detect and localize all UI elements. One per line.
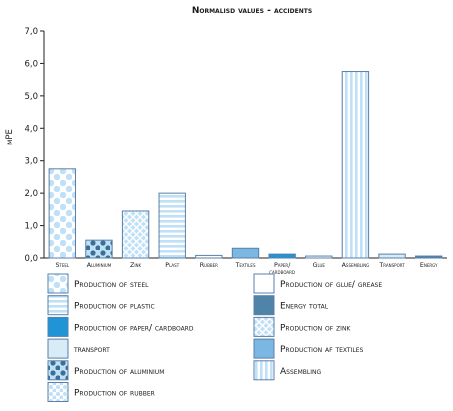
x-tick-label-line: cardboard — [269, 269, 295, 276]
bar-transport — [378, 253, 406, 259]
y-axis-label: mPE — [5, 129, 15, 145]
y-tick-label: 3,0 — [24, 157, 38, 167]
legend-swatch — [253, 316, 275, 337]
legend-swatch — [253, 295, 275, 316]
x-tick-label: Assembling — [342, 262, 370, 269]
x-tick-label: Energy — [420, 262, 438, 269]
y-tick-label: 2,0 — [24, 189, 38, 199]
legend-label: Production of zink — [280, 323, 351, 333]
bar-aluminium — [85, 239, 113, 259]
legend-label: Production of rubber — [74, 389, 155, 399]
legend-swatch — [47, 338, 69, 359]
y-tick-label: 0,0 — [24, 254, 38, 264]
legend-label: Production of glue/ grease — [280, 280, 382, 290]
bar-plast — [158, 192, 186, 259]
chart-title: Normalisd values - accidents — [192, 6, 312, 16]
y-tick-label: 6,0 — [24, 59, 38, 69]
bar-paper-cardboard — [268, 253, 296, 259]
x-tick-label: Textiles — [235, 262, 256, 269]
x-tick-label: Rubber — [200, 262, 218, 269]
x-tick-label: Transport — [378, 262, 405, 269]
legend-label: Production of aluminium — [74, 367, 164, 377]
x-tick-label: Plast — [165, 262, 179, 269]
legend-swatch — [253, 338, 275, 359]
bar-steel — [48, 168, 77, 259]
legend-label: Production of steel — [74, 280, 149, 290]
x-tick-label: Zink — [130, 262, 141, 269]
y-tick-label: 7,0 — [24, 27, 38, 37]
legend: Production of steel Production of glue/ g… — [47, 273, 382, 402]
bar-textiles — [231, 247, 260, 259]
legend-swatch — [47, 360, 69, 381]
legend-label: transport — [73, 345, 110, 355]
legend-label: Production of paper/ cardboard — [74, 323, 194, 333]
legend-label: Assembling — [280, 367, 321, 377]
legend-swatch — [47, 295, 69, 316]
legend-swatch — [47, 316, 69, 337]
y-tick-label: 4,0 — [24, 124, 38, 134]
plot-area: 0,0 1,0 2,0 3,0 4,0 5,0 6,0 7,0 Steel Aluminium Zi… — [24, 27, 447, 276]
legend-swatch — [47, 273, 69, 294]
legend-swatch — [253, 360, 275, 381]
bar-rubber — [195, 254, 223, 259]
legend-swatch — [253, 273, 275, 294]
x-tick-label-line: Paper/ — [274, 262, 291, 269]
legend-label: Energy total — [280, 302, 329, 312]
y-tick-label: 1,0 — [24, 222, 38, 232]
legend-swatch — [47, 382, 69, 402]
x-tick-label: Paper/cardboard — [269, 262, 295, 276]
bar-zink — [121, 210, 150, 259]
x-tick-label: Glue — [313, 262, 326, 269]
legend-label: Production of plastic — [74, 302, 155, 312]
bar-assembling — [341, 71, 370, 259]
x-tick-label: Aluminium — [87, 262, 112, 269]
legend-label: Production af textiles — [280, 345, 363, 355]
bar-energy — [414, 255, 443, 259]
y-tick-label: 5,0 — [24, 92, 38, 102]
bar-glue — [305, 255, 333, 259]
x-tick-label: Steel — [55, 262, 69, 269]
